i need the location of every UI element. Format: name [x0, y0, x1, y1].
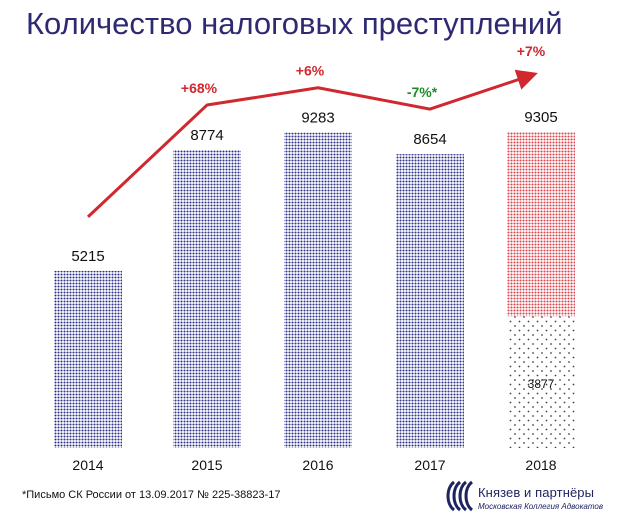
bar-2015 [173, 150, 241, 448]
value-label: 9283 [301, 110, 334, 127]
bar-chart: 5215 2014 8774 2015 9283 2016 8654 2017 3877 9305… [54, 43, 575, 473]
bar-2017 [396, 154, 464, 449]
bar-2018 [507, 132, 575, 317]
value-label: 9305 [524, 109, 557, 126]
category-label: 2018 [525, 457, 556, 473]
bar-base-segment-2018 [507, 316, 575, 448]
trend-change-label: +68% [181, 80, 218, 96]
bar-2014 [54, 270, 122, 448]
footnote: *Письмо СК России от 13.09.2017 № 225-38… [22, 489, 281, 501]
trend-line [86, 69, 538, 218]
trend-change-label: +6% [296, 63, 325, 79]
category-label: 2017 [414, 457, 445, 473]
value-label: 5215 [71, 248, 104, 265]
chart-title: Количество налоговых преступлений [26, 6, 563, 41]
sub-value-label: 3877 [528, 377, 555, 391]
category-label: 2016 [302, 457, 333, 473]
logo-name: Князев и партнёры [478, 485, 595, 500]
trend-change-label: +7% [517, 43, 546, 59]
value-label: 8654 [413, 131, 446, 148]
category-label: 2015 [191, 457, 222, 473]
logo-subtitle: Московская Коллегия Адвокатов [478, 502, 604, 511]
bar-2016 [284, 132, 352, 448]
logo-mark-icon [446, 480, 474, 512]
value-label: 8774 [190, 127, 223, 144]
trend-change-label: -7%* [407, 84, 438, 100]
category-label: 2014 [72, 457, 103, 473]
company-logo: Князев и партнёры Московская Коллегия Ад… [444, 480, 614, 520]
